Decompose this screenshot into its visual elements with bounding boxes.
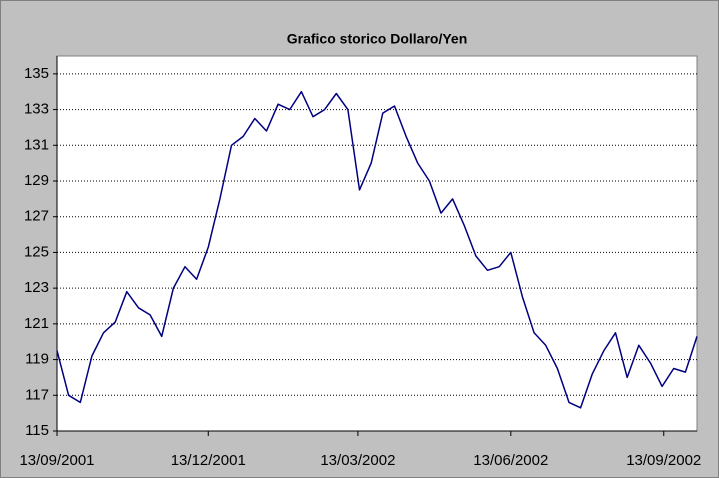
y-tick-label: 127 — [24, 208, 49, 225]
x-tick-label: 13/12/2001 — [171, 452, 246, 469]
y-tick-label: 133 — [24, 101, 49, 118]
y-tick-label: 117 — [25, 386, 49, 403]
y-tick-label: 125 — [24, 243, 49, 260]
x-tick-label: 13/06/2002 — [473, 452, 548, 469]
y-tick-label: 129 — [24, 172, 49, 189]
plot-area — [56, 55, 698, 432]
y-tick-label: 123 — [24, 279, 49, 296]
y-tick-label: 135 — [24, 65, 49, 82]
chart-title: Grafico storico Dollaro/Yen — [287, 31, 468, 47]
x-tick-label: 13/09/2001 — [19, 452, 94, 469]
x-tick-label: 13/03/2002 — [320, 452, 395, 469]
y-tick-label: 115 — [25, 422, 49, 439]
y-tick-label: 131 — [24, 136, 49, 153]
x-tick-label: 13/09/2002 — [626, 452, 701, 469]
y-tick-label: 121 — [24, 315, 49, 332]
series-line — [56, 90, 698, 409]
y-tick-label: 119 — [25, 351, 49, 368]
